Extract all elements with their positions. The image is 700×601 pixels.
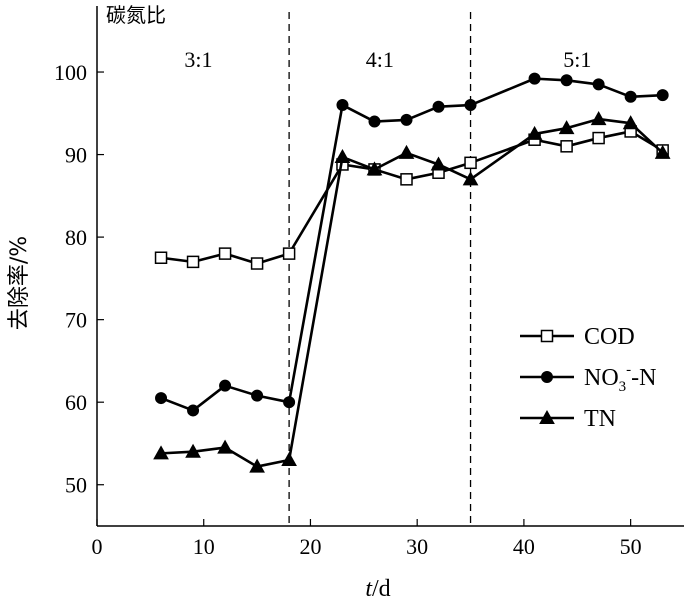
no3n-data-point: [155, 392, 168, 405]
no3n-data-point: [251, 389, 264, 402]
legend-entry-no3n: NO3--N: [520, 362, 657, 395]
y-tick-label: 60: [65, 390, 87, 415]
no3n-data-point: [336, 99, 349, 112]
tn-data-point: [462, 171, 479, 186]
tn-data-point: [217, 439, 233, 454]
cod-data-point: [400, 173, 413, 186]
tn-data-point: [654, 144, 671, 159]
cod-data-point: [154, 251, 168, 264]
tn-data-point: [590, 111, 607, 126]
tn-data-point: [558, 120, 575, 135]
x-tick-label: 20: [299, 534, 321, 559]
no3n-data-point: [656, 89, 669, 102]
tn-data-point: [526, 125, 543, 140]
no3n-data-point: [283, 396, 296, 409]
series-layer: [153, 72, 671, 473]
x-axis-label-italic: t: [365, 576, 373, 601]
y-tick-label: 80: [65, 225, 87, 250]
tn-data-point: [398, 144, 415, 159]
cod-data-point: [186, 255, 200, 269]
cod-data-point: [250, 257, 264, 270]
cod-series-line: [160, 130, 664, 265]
x-axis-label-unit: /d: [372, 576, 391, 601]
x-axis-label: t/d: [365, 576, 390, 601]
no3n-data-point: [432, 100, 445, 113]
y-axis-label: 去除率/%: [7, 236, 32, 330]
cod-data-point: [218, 247, 232, 260]
cod-data-point: [560, 140, 573, 153]
no3n-data-point: [219, 379, 232, 392]
phase-lines: 3:1 4:1 5:1: [184, 12, 591, 526]
series-group: [155, 72, 669, 417]
series-group: [153, 111, 671, 473]
y-tick-label: 70: [65, 308, 87, 333]
legend-marker: [540, 329, 554, 343]
y-tick-label: 100: [54, 60, 87, 85]
legend-label: COD: [584, 324, 635, 350]
legend-marker: [541, 371, 553, 383]
no3n-data-point: [560, 74, 573, 87]
cod-data-point: [592, 131, 605, 145]
tn-data-point: [430, 156, 447, 171]
no3n-data-point: [624, 90, 637, 103]
legend-entry-cod: COD: [520, 324, 635, 350]
x-tick-label: 30: [406, 534, 428, 559]
no3n-data-point: [528, 72, 541, 85]
no3n-data-point: [400, 113, 413, 126]
legend-marker: [539, 409, 555, 424]
no3n-data-point: [187, 404, 200, 417]
tn-data-point: [366, 161, 383, 176]
cod-data-point: [464, 156, 477, 170]
legend: COD NO3--N TN: [520, 324, 657, 432]
legend-label: NO3--N: [584, 362, 657, 395]
series-group: [154, 125, 669, 270]
group-title: 碳氮比: [106, 3, 166, 27]
no3n-data-point: [592, 78, 605, 91]
x-tick-label: 40: [513, 534, 535, 559]
phase-label: 4:1: [366, 47, 394, 72]
tn-data-point: [185, 443, 201, 458]
tn-data-point: [153, 445, 169, 460]
x-tick-label: 50: [620, 534, 642, 559]
phase-label: 5:1: [563, 47, 591, 72]
tn-data-point: [281, 451, 297, 466]
no3n-data-point: [368, 115, 381, 128]
tn-data-point: [334, 149, 351, 164]
cod-data-point: [282, 247, 296, 260]
axes: 0 10 20 30 40 50 50 60 70 80 90 100: [54, 6, 684, 559]
tn-data-point: [249, 458, 265, 473]
tn-data-point: [622, 115, 639, 130]
phase-label: 3:1: [184, 47, 212, 72]
x-tick-label: 10: [193, 534, 215, 559]
y-tick-label: 90: [65, 143, 87, 168]
labels: 碳氮比 去除率/% t/d: [7, 3, 391, 601]
no3n-series-line: [160, 77, 663, 412]
y-tick-label: 50: [65, 473, 87, 498]
no3n-data-point: [464, 99, 477, 112]
legend-entry-tn: TN: [520, 406, 616, 432]
x-tick-label: 0: [92, 534, 103, 559]
legend-label: TN: [584, 406, 616, 432]
